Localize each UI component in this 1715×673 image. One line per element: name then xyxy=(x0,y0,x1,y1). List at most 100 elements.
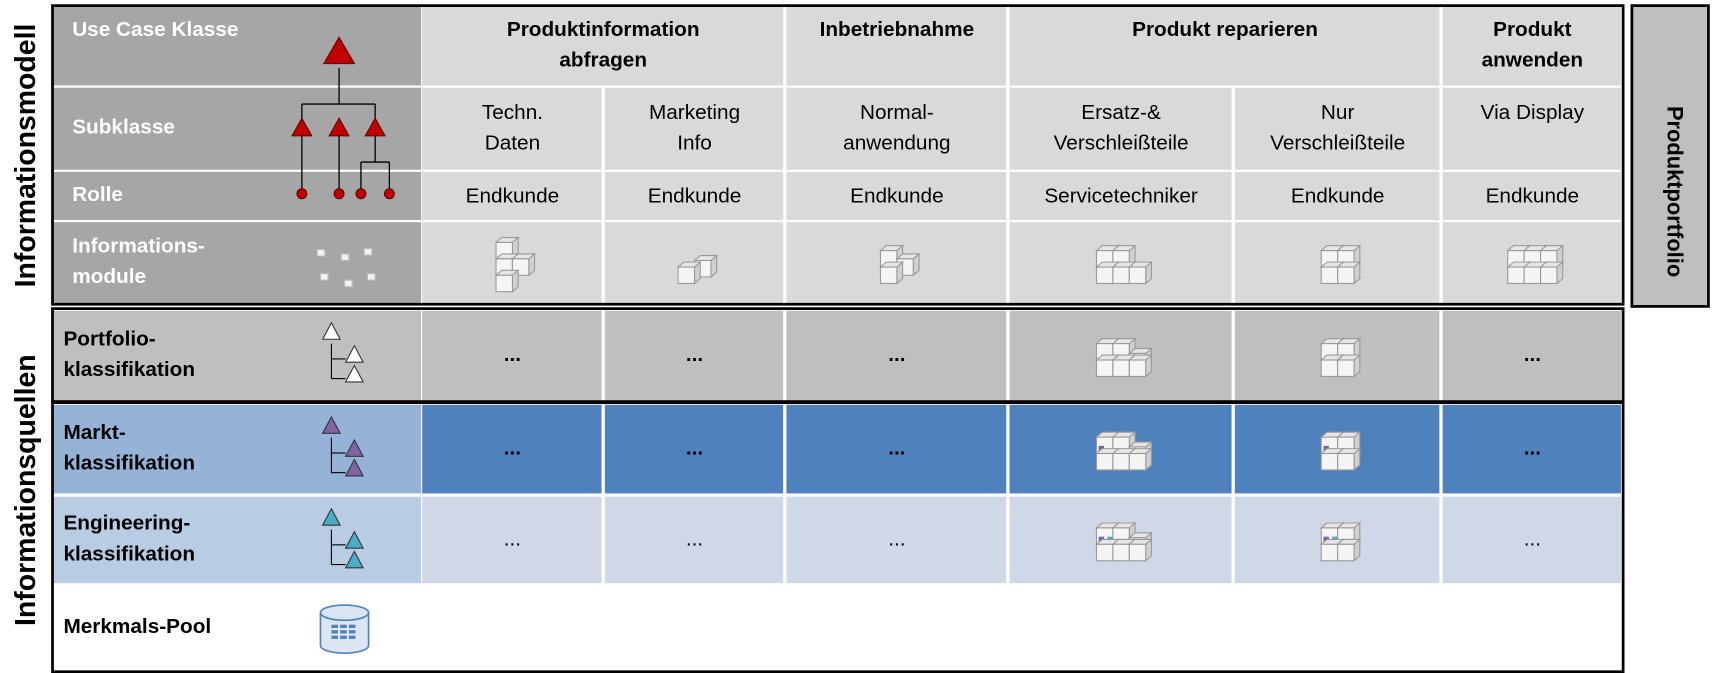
tree-triangle xyxy=(364,117,386,137)
source-cell xyxy=(422,404,602,494)
header-cell xyxy=(786,5,1007,86)
source-label-cell xyxy=(52,404,422,494)
cell xyxy=(1234,171,1440,221)
tree-triangle xyxy=(321,415,342,434)
database-grid xyxy=(348,630,356,634)
source-label-line: klassifikation xyxy=(63,452,195,475)
subclass-line: Normal- xyxy=(860,101,934,124)
subclass-line: Nur xyxy=(1321,101,1355,124)
source-cell xyxy=(604,404,784,494)
use-case-line: abfragen xyxy=(559,49,647,72)
module-dot xyxy=(363,247,373,256)
cube xyxy=(1127,353,1153,378)
subclass-line: Techn. xyxy=(482,101,543,124)
source-label-line: Engineering- xyxy=(63,512,190,535)
row-label-line: Subklasse xyxy=(72,116,175,139)
role: Endkunde xyxy=(466,185,560,208)
source-cell xyxy=(786,404,1007,494)
subclass: Marketing Info xyxy=(649,101,740,155)
cell xyxy=(786,171,1007,221)
row-label-cell xyxy=(52,222,422,304)
use-case-line: Inbetriebnahme xyxy=(820,18,975,41)
row-label-cell xyxy=(52,87,422,170)
row-label: Subklasse xyxy=(72,116,175,139)
subclass: Nur Verschleißteile xyxy=(1270,101,1405,155)
cell xyxy=(1442,87,1621,170)
cube-front xyxy=(879,266,898,284)
cell xyxy=(604,87,784,170)
cell xyxy=(604,171,784,221)
role: Endkunde xyxy=(1486,185,1580,208)
cube-front xyxy=(1112,266,1130,284)
source-tree-icon xyxy=(321,321,365,383)
source-label-line: klassifikation xyxy=(63,543,195,566)
tree-triangle xyxy=(344,344,365,363)
cube-front xyxy=(1112,359,1130,377)
cell xyxy=(786,87,1007,170)
tree-triangle xyxy=(328,117,350,137)
cell xyxy=(422,171,602,221)
row-label-line: module xyxy=(72,265,146,288)
class-tree-icon xyxy=(291,36,395,200)
source-value: ... xyxy=(1524,343,1541,366)
database-top xyxy=(319,604,370,622)
cell xyxy=(1009,171,1232,221)
source-cell xyxy=(786,310,1007,401)
cell xyxy=(1442,171,1621,221)
cube-front xyxy=(1320,359,1339,377)
use-case-line: Produkt xyxy=(1493,18,1572,41)
source-value: ... xyxy=(1524,527,1541,550)
tree-triangle xyxy=(321,507,342,526)
model-border xyxy=(51,4,1625,306)
source-cell xyxy=(1442,310,1621,401)
source-value: ... xyxy=(686,437,703,460)
source-value: ... xyxy=(686,527,703,550)
row-label-cell xyxy=(52,5,422,86)
use-case-line: Produktinformation xyxy=(507,18,700,41)
source-cell xyxy=(422,496,602,584)
subclass-line: Via Display xyxy=(1481,101,1585,124)
side-label: Informationsmodell xyxy=(10,24,42,288)
cube-front xyxy=(1337,359,1355,377)
cube-front xyxy=(1112,543,1130,562)
database-grid xyxy=(348,635,356,639)
row-label: Use Case Klasse xyxy=(72,18,238,41)
subclass-line: Daten xyxy=(485,132,540,155)
cell xyxy=(422,87,602,170)
tree-leaf xyxy=(296,188,308,200)
subclass-line: Info xyxy=(677,132,712,155)
tree-triangle xyxy=(344,364,365,383)
cube-front xyxy=(1523,266,1542,284)
header-cell xyxy=(1009,5,1440,86)
cube-front xyxy=(1095,266,1114,284)
side-label: Informationsquellen xyxy=(10,354,42,626)
cube xyxy=(1111,447,1137,472)
source-label: Engineering-klassifikation xyxy=(63,512,195,566)
tree-leaf xyxy=(333,188,345,200)
cube-front xyxy=(1128,543,1147,562)
use-case-line: Produkt reparieren xyxy=(1132,18,1318,41)
subclass-line: Verschleißteile xyxy=(1054,132,1189,155)
sources-border xyxy=(51,401,1625,673)
cube xyxy=(1127,260,1153,285)
row-label-line: Rolle xyxy=(72,183,123,206)
cube-front xyxy=(1112,452,1130,471)
row-label-line: Informations- xyxy=(72,235,205,258)
cube-front xyxy=(1337,543,1355,562)
database-grid xyxy=(348,624,356,628)
source-tree-icon xyxy=(321,415,365,477)
subclass-line: Verschleißteile xyxy=(1270,132,1405,155)
header-cell xyxy=(422,5,784,86)
module-dot xyxy=(340,253,350,262)
cell xyxy=(1009,87,1232,170)
subclass: Techn. Daten xyxy=(482,101,543,155)
tree-leaf xyxy=(383,188,395,200)
role: Endkunde xyxy=(1291,185,1385,208)
subclass-line: anwendung xyxy=(843,132,950,155)
cube-front xyxy=(1540,266,1558,284)
cube xyxy=(1539,260,1565,285)
use-case: Inbetriebnahme xyxy=(820,18,975,41)
module-dot xyxy=(343,279,353,288)
cube-front xyxy=(1337,266,1355,284)
cube xyxy=(494,269,520,293)
